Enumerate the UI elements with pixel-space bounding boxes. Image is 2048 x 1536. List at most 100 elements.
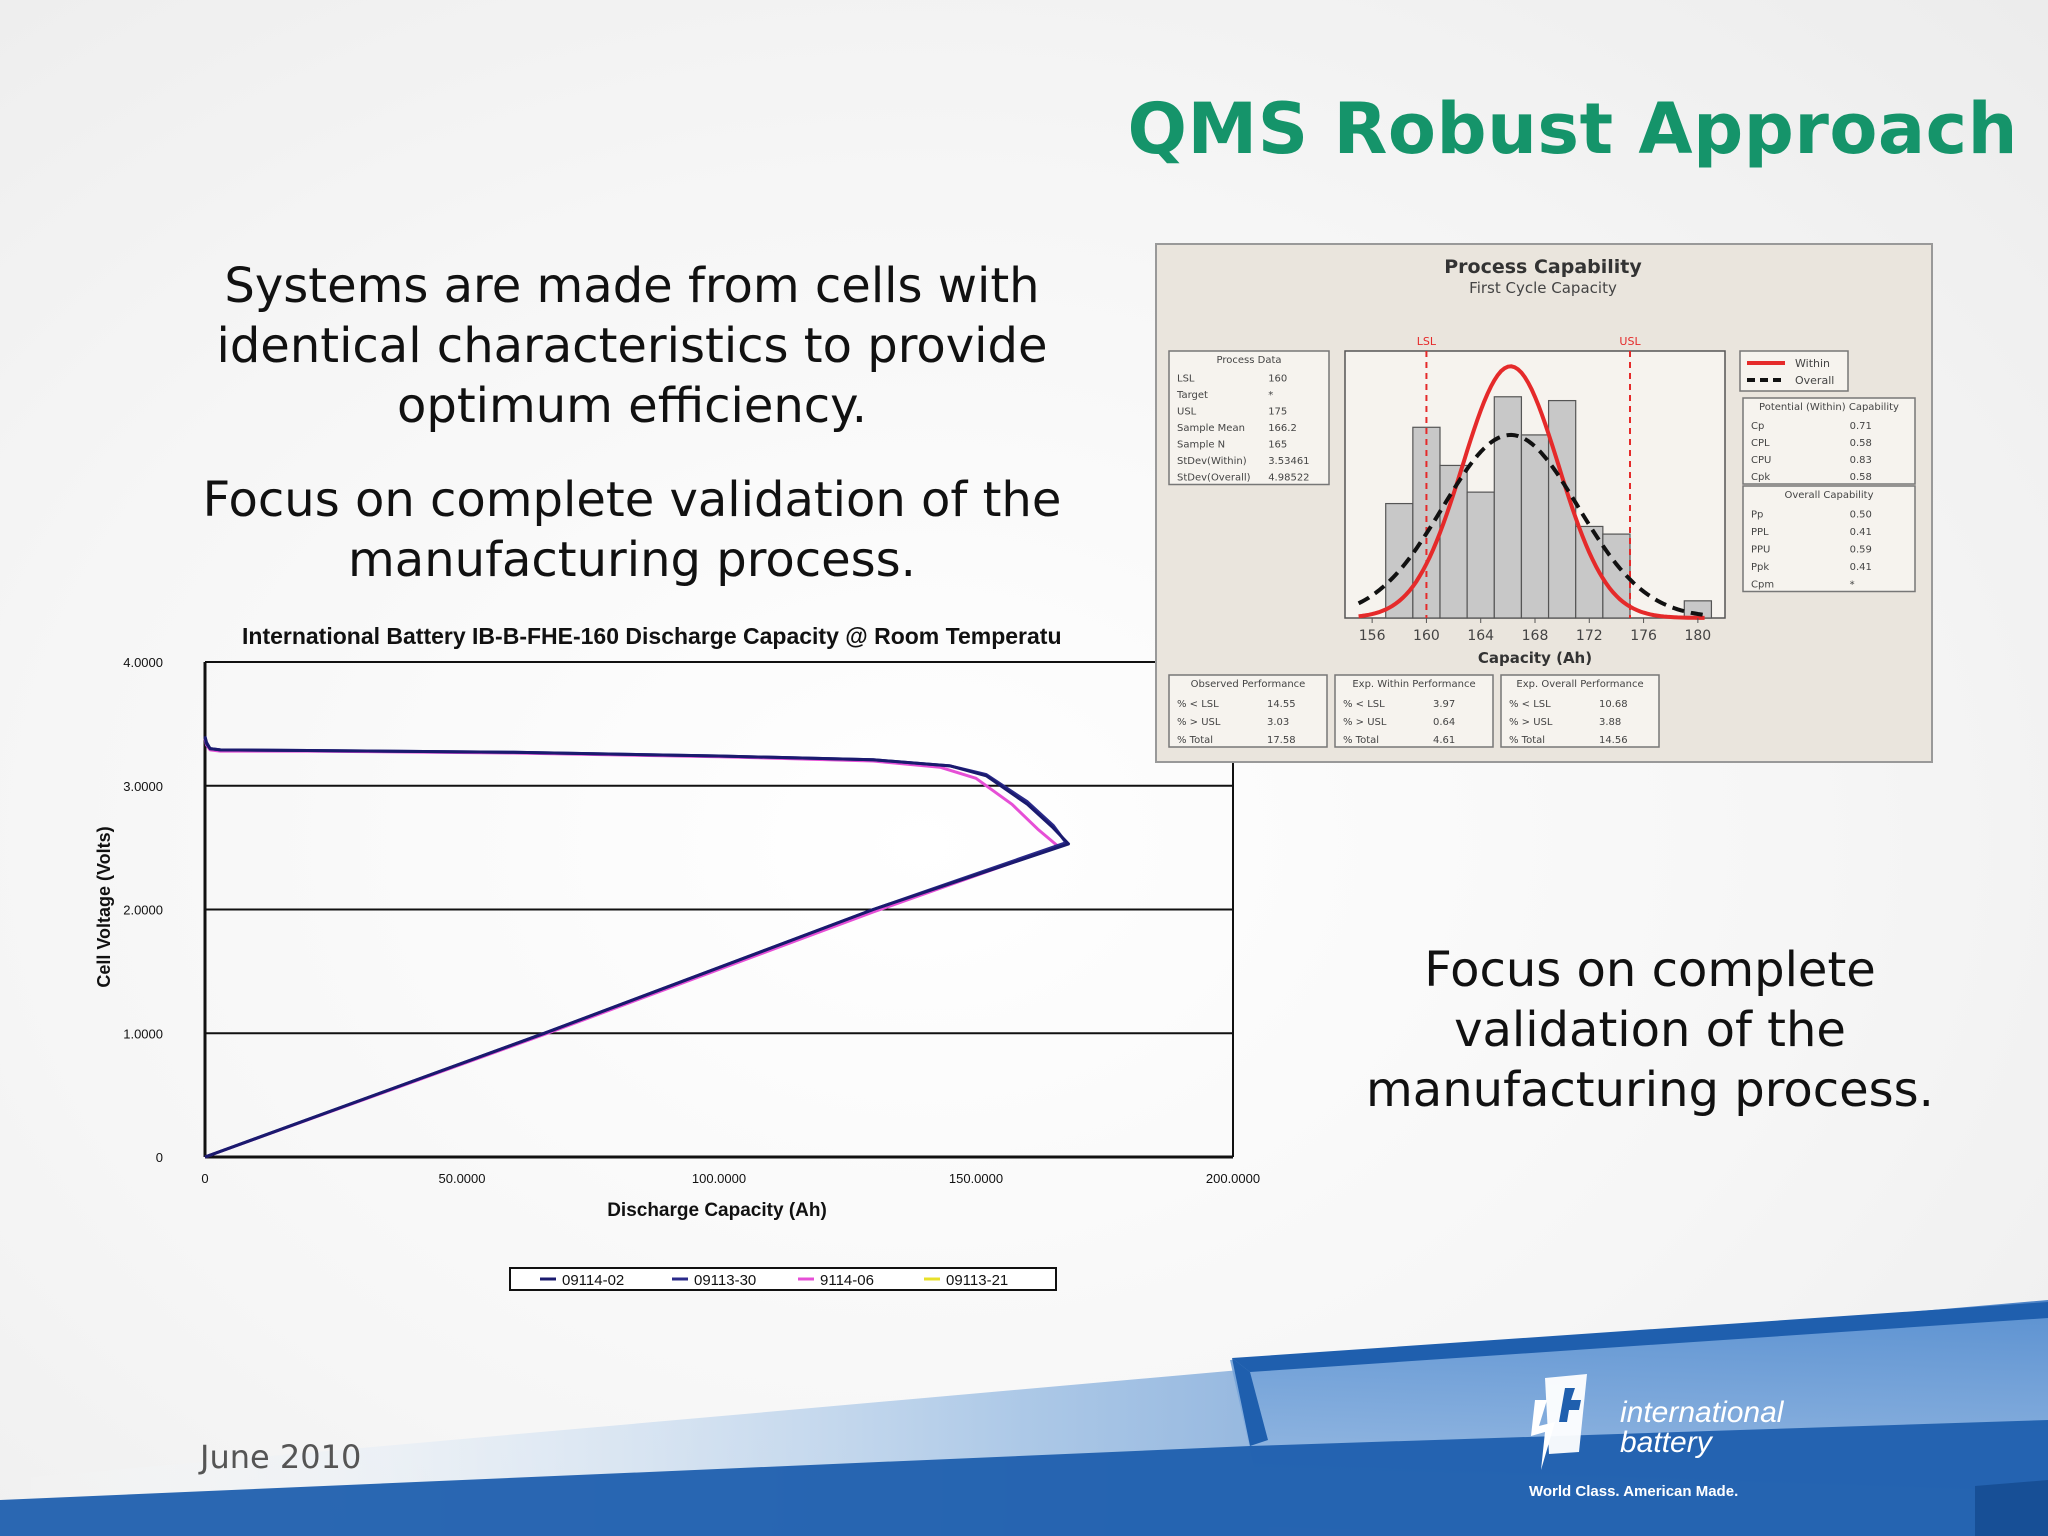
x-tick-label: 100.0000 xyxy=(692,1171,746,1186)
discharge-capacity-chart: International Battery IB-B-FHE-160 Disch… xyxy=(94,623,1260,1291)
company-logo: international battery World Class. Ameri… xyxy=(1529,1374,1785,1500)
x-tick-label: 0 xyxy=(201,1171,208,1186)
pc-x-tick-label: 160 xyxy=(1413,628,1440,644)
performance-table-2-heading: Exp. Within Performance xyxy=(1352,679,1475,690)
performance-table-1-row-value: 3.03 xyxy=(1267,717,1289,728)
performance-table-3 xyxy=(1500,674,1660,748)
legend-box xyxy=(509,1267,1057,1291)
process-data-table xyxy=(1168,350,1330,486)
overall-fit-curve xyxy=(1357,432,1705,617)
performance-table-2-row-label: % < LSL xyxy=(1343,699,1385,710)
overall-capability-table-row-value: 0.59 xyxy=(1850,545,1872,556)
x-tick-label: 150.0000 xyxy=(949,1171,1003,1186)
performance-table-3-row-value: 3.88 xyxy=(1599,717,1621,728)
performance-table-1-row-value: 14.55 xyxy=(1267,699,1296,710)
pc-title: Process Capability xyxy=(1444,256,1642,278)
potential-capability-table xyxy=(1742,397,1916,485)
performance-table-3-row-value: 14.56 xyxy=(1599,735,1628,746)
pc-x-tick-label: 172 xyxy=(1576,628,1603,644)
overall-capability-table-row-label: PPU xyxy=(1751,545,1770,556)
process-data-table-row-value: 4.98522 xyxy=(1268,473,1309,484)
series-line-9114-06 xyxy=(203,738,1060,1159)
overall-capability-table-row-label: Cpm xyxy=(1751,580,1774,591)
y-tick-label: 2.0000 xyxy=(123,903,163,918)
performance-table-1 xyxy=(1168,674,1328,748)
performance-table-2-row-value: 4.61 xyxy=(1433,735,1455,746)
process-data-table-row-value: 165 xyxy=(1268,440,1287,451)
overall-capability-table-heading: Overall Capability xyxy=(1784,490,1873,501)
potential-capability-table-row-value: 0.58 xyxy=(1850,472,1872,483)
pc-x-tick-label: 180 xyxy=(1684,628,1711,644)
potential-capability-table-row-value: 0.58 xyxy=(1850,438,1872,449)
performance-table-3-row-value: 10.68 xyxy=(1599,699,1628,710)
performance-table-2-row-value: 3.97 xyxy=(1433,699,1455,710)
spec-limit-label: USL xyxy=(1619,335,1641,348)
legend-label: 09113-30 xyxy=(694,1272,756,1289)
performance-table-1-row-label: % < LSL xyxy=(1177,699,1219,710)
performance-table-2-row-label: % Total xyxy=(1343,735,1379,746)
process-data-table-row-label: LSL xyxy=(1177,374,1195,385)
process-data-table-heading: Process Data xyxy=(1217,355,1282,366)
histogram-bar xyxy=(1466,491,1495,619)
potential-capability-table-heading: Potential (Within) Capability xyxy=(1759,402,1899,413)
process-data-table-row-value: 166.2 xyxy=(1268,423,1297,434)
y-tick-label: 0 xyxy=(156,1150,163,1165)
process-data-table-row-value: 175 xyxy=(1268,407,1287,418)
pc-legend-box xyxy=(1739,350,1849,392)
performance-table-1-heading: Observed Performance xyxy=(1191,679,1306,690)
body-paragraph-validation-right: Focus on complete validation of the manu… xyxy=(1366,942,1934,1118)
x-axis-label: Discharge Capacity (Ah) xyxy=(607,1200,827,1221)
potential-capability-table-row-label: CPU xyxy=(1751,455,1771,466)
performance-table-2-row-label: % > USL xyxy=(1343,717,1387,728)
logo-word-battery: battery xyxy=(1620,1426,1714,1459)
logo-tagline: World Class. American Made. xyxy=(1529,1483,1738,1500)
process-data-table-row-label: Target xyxy=(1176,390,1208,401)
pc-legend-label: Overall xyxy=(1795,374,1834,387)
performance-table-3-row-label: % < LSL xyxy=(1509,699,1551,710)
process-data-table-row-label: StDev(Within) xyxy=(1177,456,1247,467)
performance-table-3-row-label: % > USL xyxy=(1509,717,1553,728)
potential-capability-table-row-label: CPL xyxy=(1751,438,1770,449)
histogram-bar xyxy=(1493,396,1523,619)
y-tick-label: 1.0000 xyxy=(123,1026,163,1041)
series-line-09114-02 xyxy=(203,735,1070,1159)
chart-title: International Battery IB-B-FHE-160 Disch… xyxy=(242,623,1062,649)
slide-title: QMS Robust Approach xyxy=(1127,88,2018,170)
logo-word-international: international xyxy=(1620,1396,1785,1429)
chart-legend: 09114-02 09113-30 9114-06 09113-21 xyxy=(509,1267,1057,1291)
overall-capability-table-row-value: 0.41 xyxy=(1850,562,1872,573)
overall-capability-table-row-label: PPL xyxy=(1751,527,1769,538)
spec-limit-label: LSL xyxy=(1417,335,1437,348)
process-data-table-row-value: 160 xyxy=(1268,374,1287,385)
pc-x-tick-label: 164 xyxy=(1467,628,1494,644)
histogram-bar xyxy=(1520,434,1550,619)
process-data-table-row-label: USL xyxy=(1177,407,1197,418)
overall-capability-table-row-value: 0.41 xyxy=(1850,527,1872,538)
overall-capability-table xyxy=(1742,485,1916,593)
overall-capability-table-row-value: 0.50 xyxy=(1850,510,1872,521)
process-data-table-row-value: * xyxy=(1268,390,1273,401)
within-fit-curve xyxy=(1358,364,1705,620)
process-data-table-row-label: Sample Mean xyxy=(1177,423,1245,434)
performance-table-2 xyxy=(1334,674,1494,748)
overall-capability-table-row-label: Ppk xyxy=(1751,562,1769,573)
pc-legend-label: Within xyxy=(1795,357,1830,370)
lightning-logo-icon xyxy=(1531,1374,1587,1470)
series-line-09113-30 xyxy=(203,737,1068,1159)
pc-subtitle: First Cycle Capacity xyxy=(1469,279,1617,297)
histogram-bar xyxy=(1439,464,1468,619)
y-axis-label: Cell Voltage (Volts) xyxy=(94,826,114,987)
performance-table-1-row-label: % Total xyxy=(1177,735,1213,746)
performance-table-3-heading: Exp. Overall Performance xyxy=(1516,679,1643,690)
performance-table-1-row-label: % > USL xyxy=(1177,717,1221,728)
legend-label: 09113-21 xyxy=(946,1272,1008,1289)
y-tick-label: 3.0000 xyxy=(123,779,163,794)
legend-label: 09114-02 xyxy=(562,1272,624,1289)
potential-capability-table-row-value: 0.71 xyxy=(1850,421,1872,432)
pc-x-axis-label: Capacity (Ah) xyxy=(1478,649,1592,667)
slide-date: June 2010 xyxy=(200,1438,362,1476)
x-tick-label: 200.0000 xyxy=(1206,1171,1260,1186)
body-paragraph-validation: Focus on complete validation of the manu… xyxy=(202,472,1062,588)
performance-table-3-row-label: % Total xyxy=(1509,735,1545,746)
